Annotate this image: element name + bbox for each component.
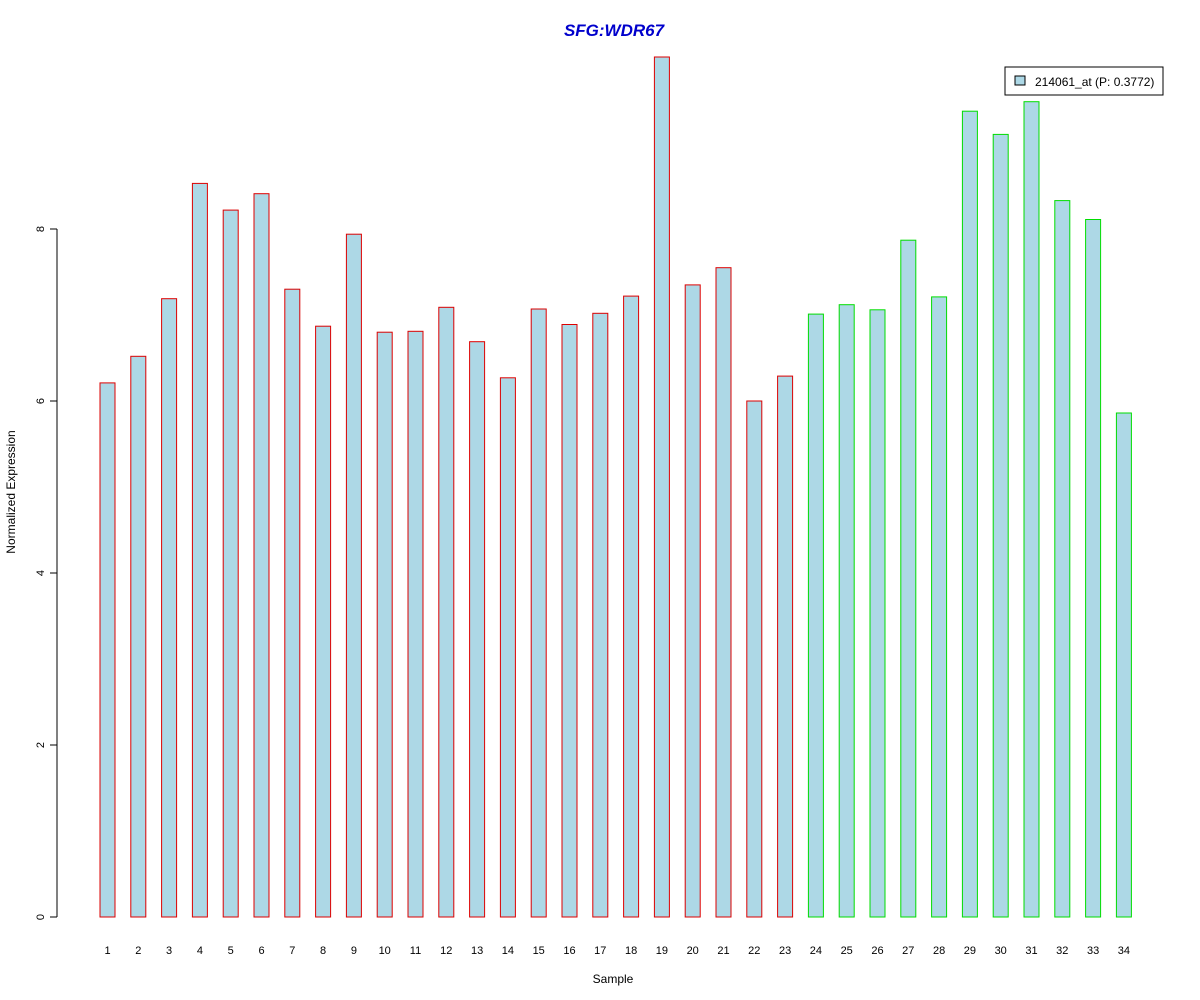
bar-21 — [715, 267, 732, 918]
bar-5 — [222, 209, 239, 918]
x-tick-label: 14 — [502, 945, 514, 957]
x-tick-label: 24 — [810, 945, 822, 957]
y-tick-label: 2 — [35, 742, 47, 748]
bar-20 — [684, 284, 701, 918]
x-tick-label: 18 — [625, 945, 637, 957]
x-tick-label: 11 — [410, 945, 421, 957]
legend: 214061_at (P: 0.3772) — [1004, 66, 1164, 96]
bar-29 — [961, 110, 978, 918]
x-tick-label: 23 — [779, 945, 791, 957]
x-tick-label: 26 — [871, 945, 883, 957]
bar-22 — [746, 400, 763, 918]
bar-15 — [530, 308, 547, 918]
x-tick-label: 9 — [351, 945, 357, 957]
bar-4 — [191, 182, 208, 918]
y-axis: 0 2 4 6 8 — [35, 226, 58, 920]
x-tick-label: 34 — [1118, 945, 1130, 957]
x-tick-label: 15 — [533, 945, 545, 957]
x-tick-label: 29 — [964, 945, 976, 957]
bar-28 — [931, 296, 948, 918]
bar-6 — [253, 193, 270, 918]
x-tick-label: 13 — [471, 945, 483, 957]
bar-12 — [438, 306, 455, 918]
bar-9 — [345, 233, 362, 918]
bar-30 — [992, 133, 1009, 918]
x-tick-label: 8 — [320, 945, 326, 957]
x-tick-label: 17 — [594, 945, 606, 957]
x-tick-label: 28 — [933, 945, 945, 957]
bar-27 — [900, 239, 917, 918]
bar-10 — [376, 331, 393, 918]
x-tick-label: 32 — [1056, 945, 1068, 957]
x-tick-label: 5 — [228, 945, 234, 957]
x-tick-label: 30 — [995, 945, 1007, 957]
x-tick-label: 1 — [104, 945, 110, 957]
bar-25 — [838, 304, 855, 918]
x-tick-label: 31 — [1025, 945, 1037, 957]
bar-3 — [161, 298, 178, 918]
bar-2 — [130, 355, 147, 918]
x-tick-label: 16 — [563, 945, 575, 957]
bar-11 — [407, 330, 424, 918]
bar-33 — [1085, 219, 1102, 918]
bar-31 — [1023, 101, 1040, 918]
bar-34 — [1115, 412, 1132, 918]
x-tick-label: 3 — [166, 945, 172, 957]
bar-32 — [1054, 200, 1071, 918]
x-tick-label: 20 — [687, 945, 699, 957]
legend-label: 214061_at (P: 0.3772) — [1035, 75, 1154, 89]
x-tick-label: 4 — [197, 945, 203, 957]
bar-14 — [499, 377, 516, 918]
bar-17 — [592, 312, 609, 918]
x-tick-label: 10 — [379, 945, 391, 957]
x-tick-label: 12 — [440, 945, 452, 957]
x-tick-label: 6 — [258, 945, 264, 957]
x-tick-label: 19 — [656, 945, 668, 957]
x-tick-label: 27 — [902, 945, 914, 957]
y-axis-title: Normalized Expression — [4, 430, 18, 553]
x-tick-label: 22 — [748, 945, 760, 957]
x-tick-label: 25 — [841, 945, 853, 957]
bar-24 — [807, 313, 824, 918]
bar-26 — [869, 309, 886, 918]
x-tick-label: 7 — [289, 945, 295, 957]
x-axis-title: Sample — [593, 972, 634, 986]
chart-title: SFG:WDR67 — [564, 21, 666, 40]
bar-19 — [653, 56, 670, 918]
bar-1 — [99, 382, 116, 918]
x-tick-label: 21 — [717, 945, 729, 957]
bar-8 — [315, 325, 332, 918]
bar-18 — [623, 295, 640, 918]
x-axis-labels: 1 2 3 4 5 6 7 8 9 10 11 12 13 14 15 16 17 18 19 20 21 22 23 24 2… — [104, 945, 1130, 957]
bar-16 — [561, 324, 578, 918]
x-tick-label: 2 — [135, 945, 141, 957]
bar-13 — [469, 341, 486, 918]
y-tick-label: 8 — [35, 226, 47, 232]
bar-7 — [284, 288, 301, 918]
legend-swatch — [1014, 75, 1026, 86]
x-tick-label: 33 — [1087, 945, 1099, 957]
bars — [99, 56, 1132, 918]
y-tick-label: 6 — [35, 398, 47, 404]
y-tick-label: 4 — [35, 570, 47, 576]
y-tick-label: 0 — [35, 914, 47, 920]
legend-box — [1004, 66, 1164, 96]
bar-23 — [777, 375, 794, 918]
